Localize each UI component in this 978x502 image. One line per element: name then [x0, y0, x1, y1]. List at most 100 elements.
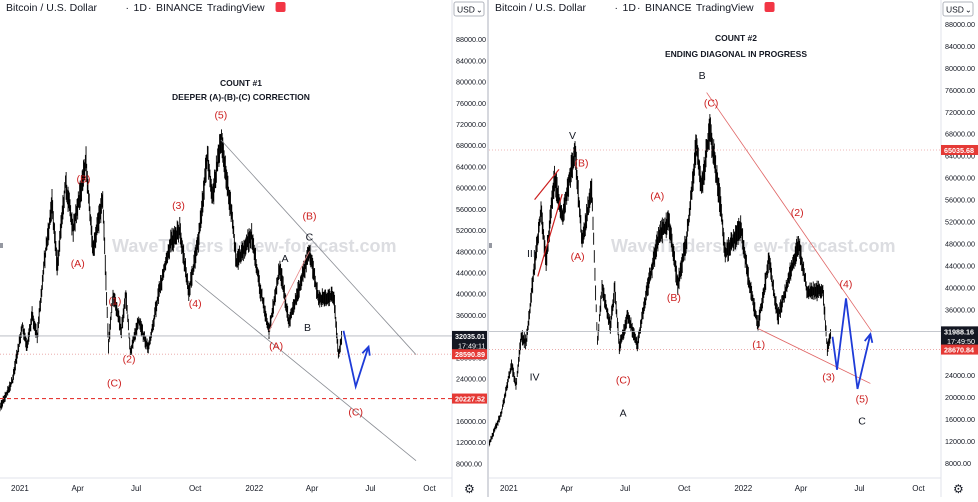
price-series[interactable] — [0, 129, 343, 412]
y-tick-label: 56000.00 — [456, 205, 486, 214]
projection-path[interactable] — [831, 298, 872, 390]
wave-label: III — [527, 248, 536, 260]
x-tick-label: Apr — [306, 484, 319, 493]
price-axis[interactable] — [452, 0, 489, 497]
channel-upper-line — [220, 139, 417, 355]
y-tick-label: 64000.00 — [456, 162, 486, 171]
y-tick-label: 16000.00 — [456, 417, 486, 426]
y-tick-label: 80000.00 — [945, 64, 975, 73]
diagonal-upper-line — [706, 92, 872, 332]
chart-panel-count-2[interactable]: WaveTraders by ew-forecast.com Bitcoin / … — [488, 0, 978, 497]
wave-label: (C) — [107, 377, 122, 389]
wave-label: (B) — [302, 210, 316, 222]
y-tick-label: 88000.00 — [456, 35, 486, 44]
x-tick-label: Oct — [189, 484, 202, 493]
chart-header-platform: TradingView — [207, 2, 265, 14]
price-badge[interactable] — [941, 326, 978, 347]
x-tick-label: Apr — [795, 484, 808, 493]
x-tick-label: Oct — [678, 484, 691, 493]
wave-label: (A) — [269, 340, 283, 352]
price-axis[interactable] — [941, 0, 978, 497]
chart-header-platform: TradingView — [696, 2, 754, 14]
y-tick-label: 44000.00 — [945, 261, 975, 270]
currency-tag[interactable] — [453, 1, 485, 17]
wave-label: (C) — [616, 374, 631, 386]
x-tick-label: Jul — [365, 484, 375, 493]
y-tick-label: 36000.00 — [456, 311, 486, 320]
wave-label: (B) — [574, 158, 588, 170]
y-tick-label: 76000.00 — [456, 99, 486, 108]
y-tick-label: 76000.00 — [945, 86, 975, 95]
chart-header-exchange: BINANCE — [645, 2, 692, 14]
wave-label: B — [304, 322, 311, 334]
projection-path[interactable] — [342, 330, 370, 390]
wave-label: (5) — [856, 394, 869, 406]
y-tick-label: 68000.00 — [945, 130, 975, 139]
chart-panel-count-1[interactable]: WaveTraders by ew-forecast.com Bitcoin / … — [0, 0, 489, 497]
y-tick-label: 44000.00 — [456, 268, 486, 277]
y-tick-label: 64000.00 — [945, 152, 975, 161]
annotation-title: COUNT #1 — [220, 78, 262, 88]
channel-lower-line — [194, 280, 417, 462]
wave-label: (B) — [667, 292, 681, 304]
wave-label: C — [858, 416, 866, 428]
currency-label: USD — [457, 5, 475, 15]
panel-divider[interactable] — [487, 0, 489, 497]
x-tick-label: Jul — [854, 484, 864, 493]
header-separator: · — [688, 2, 692, 14]
y-tick-label: 56000.00 — [945, 196, 975, 205]
price-badge-countdown: 17:49:11 — [458, 341, 485, 350]
header-separator: · — [637, 2, 641, 14]
price-badge[interactable] — [452, 393, 489, 404]
wave-label: (A) — [650, 191, 664, 203]
annotation-subtitle: ENDING DIAGONAL IN PROGRESS — [665, 49, 807, 59]
wave-label: (4) — [840, 278, 853, 290]
wave-label: (3) — [822, 372, 835, 384]
header-separator: · — [148, 2, 152, 14]
wave-label: (2) — [791, 207, 804, 219]
x-tick-label: 2021 — [11, 484, 29, 493]
y-tick-label: 72000.00 — [945, 108, 975, 117]
price-badge[interactable] — [452, 349, 489, 360]
y-tick-label: 40000.00 — [945, 283, 975, 292]
price-badge-value: 28590.89 — [455, 350, 485, 359]
price-badge[interactable] — [941, 144, 978, 155]
x-tick-label: 2021 — [500, 484, 518, 493]
wave-label: (2) — [123, 354, 136, 366]
price-badge-value: 32035.01 — [455, 332, 485, 341]
x-tick-label: Jul — [131, 484, 141, 493]
watermark-text: WaveTraders by ew-forecast.com — [611, 236, 895, 256]
wave-label: A — [620, 407, 627, 419]
price-badge-value: 20227.52 — [455, 395, 485, 404]
live-dot-icon — [764, 2, 775, 12]
wave-label: (B) — [76, 173, 90, 185]
y-tick-label: 36000.00 — [945, 305, 975, 314]
x-tick-label: Jul — [620, 484, 630, 493]
currency-tag[interactable] — [942, 1, 974, 17]
chart-header-exchange: BINANCE — [156, 2, 203, 14]
wave-label: V — [569, 130, 576, 142]
scale-drag-handle[interactable] — [489, 243, 492, 248]
wave-label: (C) — [348, 407, 363, 419]
x-tick-label: 2022 — [245, 484, 263, 493]
diagonal-lower-line — [757, 328, 871, 384]
y-tick-label: 8000.00 — [456, 459, 482, 468]
price-badge[interactable] — [941, 344, 978, 355]
wave-label: B — [699, 70, 706, 82]
price-badge[interactable] — [452, 330, 489, 351]
wave-label: (5) — [214, 110, 227, 122]
y-tick-label: 68000.00 — [456, 141, 486, 150]
scale-drag-handle[interactable] — [0, 243, 3, 248]
y-tick-label: 20000.00 — [945, 393, 975, 402]
chart-header-title: Bitcoin / U.S. Dollar — [495, 2, 587, 14]
x-tick-label: Oct — [423, 484, 436, 493]
header-separator: · — [126, 2, 130, 14]
chart-header-interval: 1D — [623, 2, 637, 14]
header-separator: · — [615, 2, 619, 14]
wave-label: C — [306, 232, 314, 244]
wave-v-top-line — [534, 169, 560, 200]
y-tick-label: 60000.00 — [456, 184, 486, 193]
plot-area[interactable] — [489, 0, 941, 478]
wave-v-bottom-line — [537, 193, 563, 277]
